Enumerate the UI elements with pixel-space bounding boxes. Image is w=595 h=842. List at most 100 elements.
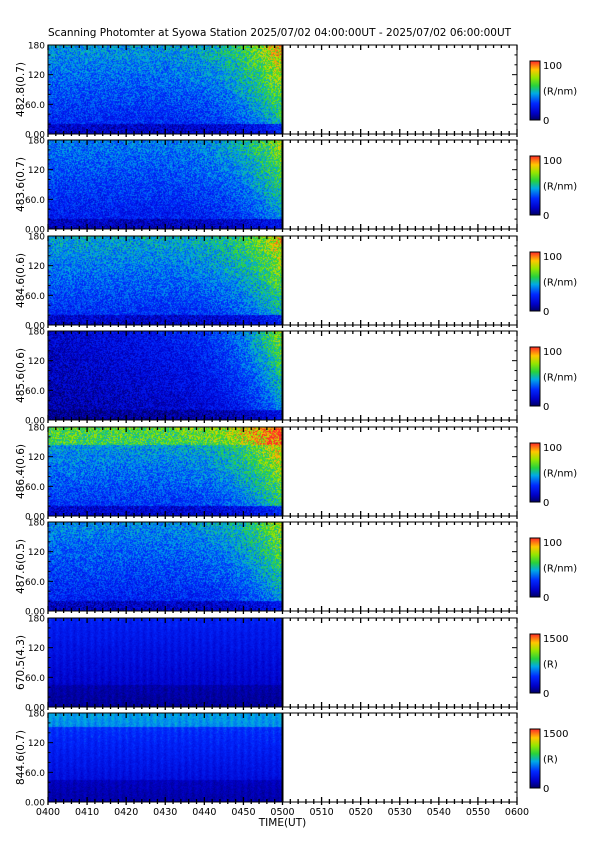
y-tick-label: 0.00: [25, 417, 45, 427]
y-tick-label: 0.00: [25, 608, 45, 618]
colorbar-unit-label: (R): [543, 660, 558, 671]
colorbar: [529, 633, 541, 694]
y-axis-label: 670.5(4.3): [15, 635, 27, 690]
colorbar-unit-label: (R/nm): [543, 182, 577, 193]
colorbar-min-label: 0: [543, 784, 549, 795]
x-tick-label: 0430: [153, 807, 177, 818]
y-tick-label: 120: [28, 644, 45, 654]
y-tick-label: 120: [28, 357, 45, 367]
y-axis-label: 486.4(0.6): [15, 444, 27, 499]
y-tick-label: 60.0: [25, 674, 45, 684]
y-tick-label: 120: [28, 453, 45, 463]
x-tick-label: 0600: [505, 807, 529, 818]
x-tick-label: 0550: [466, 807, 490, 818]
colorbar: [529, 251, 541, 312]
colorbar-max-label: 100: [543, 347, 562, 358]
colorbar: [529, 442, 541, 503]
x-tick-label: 0440: [192, 807, 216, 818]
y-tick-label: 60.0: [25, 387, 45, 397]
colorbar-max-label: 100: [543, 252, 562, 263]
x-tick-label: 0520: [349, 807, 373, 818]
y-axis-label: 487.6(0.5): [15, 539, 27, 594]
y-tick-label: 180: [28, 615, 45, 625]
y-tick-label: 60.0: [25, 196, 45, 206]
y-tick-label: 180: [28, 233, 45, 243]
heatmap-image: [48, 236, 283, 325]
y-tick-label: 120: [28, 166, 45, 176]
x-tick-label: 0500: [270, 807, 294, 818]
y-tick-label: 60.0: [25, 578, 45, 588]
x-tick-label: 0540: [427, 807, 451, 818]
colorbar-max-label: 1500: [543, 729, 568, 740]
colorbar-min-label: 0: [543, 689, 549, 700]
chart-title: Scanning Photomter at Syowa Station 2025…: [48, 27, 512, 39]
y-axis-label: 485.6(0.6): [15, 348, 27, 403]
heatmap-image: [48, 713, 283, 802]
colorbar-max-label: 100: [543, 443, 562, 454]
y-axis-label: 483.6(0.7): [15, 157, 27, 212]
x-tick-label: 0410: [75, 807, 99, 818]
colorbar-unit-label: (R/nm): [543, 469, 577, 480]
y-tick-label: 60.0: [25, 769, 45, 779]
y-tick-label: 0.00: [25, 799, 45, 809]
y-tick-label: 60.0: [25, 292, 45, 302]
heatmap-image: [48, 618, 283, 707]
x-tick-label: 0530: [388, 807, 412, 818]
y-tick-label: 0.00: [25, 131, 45, 141]
colorbar-unit-label: (R/nm): [543, 373, 577, 384]
y-tick-label: 0.00: [25, 513, 45, 523]
colorbar: [529, 346, 541, 407]
colorbar-min-label: 0: [543, 498, 549, 509]
colorbar-unit-label: (R/nm): [543, 278, 577, 289]
y-tick-label: 180: [28, 424, 45, 434]
colorbar-max-label: 100: [543, 538, 562, 549]
colorbar-min-label: 0: [543, 211, 549, 222]
x-tick-label: 0450: [231, 807, 255, 818]
y-axis-label: 844.6(0.7): [15, 730, 27, 785]
y-tick-label: 180: [28, 519, 45, 529]
y-tick-label: 180: [28, 710, 45, 720]
y-tick-label: 120: [28, 71, 45, 81]
heatmap-image: [48, 45, 283, 134]
colorbar: [529, 60, 541, 121]
y-tick-label: 0.00: [25, 226, 45, 236]
y-tick-label: 120: [28, 739, 45, 749]
colorbar-max-label: 100: [543, 156, 562, 167]
colorbar-unit-label: (R/nm): [543, 87, 577, 98]
colorbar-unit-label: (R): [543, 755, 558, 766]
y-tick-label: 180: [28, 328, 45, 338]
x-tick-label: 0400: [36, 807, 60, 818]
x-tick-label: 0510: [309, 807, 333, 818]
y-tick-label: 180: [28, 42, 45, 52]
x-axis-label: TIME(UT): [258, 817, 307, 829]
y-tick-label: 0.00: [25, 704, 45, 714]
colorbar-max-label: 1500: [543, 634, 568, 645]
y-tick-label: 60.0: [25, 483, 45, 493]
heatmap-image: [48, 331, 283, 420]
y-tick-label: 0.00: [25, 322, 45, 332]
heatmap-image: [48, 427, 283, 516]
colorbar: [529, 155, 541, 216]
colorbar-unit-label: (R/nm): [543, 564, 577, 575]
colorbar-min-label: 0: [543, 593, 549, 604]
x-tick-label: 0420: [114, 807, 138, 818]
y-tick-label: 60.0: [25, 101, 45, 111]
y-axis-label: 482.8(0.7): [15, 62, 27, 117]
colorbar-max-label: 100: [543, 61, 562, 72]
colorbar-min-label: 0: [543, 402, 549, 413]
colorbar-min-label: 0: [543, 116, 549, 127]
colorbar-min-label: 0: [543, 307, 549, 318]
colorbar: [529, 728, 541, 789]
colorbar: [529, 537, 541, 598]
heatmap-image: [48, 522, 283, 611]
y-tick-label: 180: [28, 137, 45, 147]
y-tick-label: 120: [28, 262, 45, 272]
